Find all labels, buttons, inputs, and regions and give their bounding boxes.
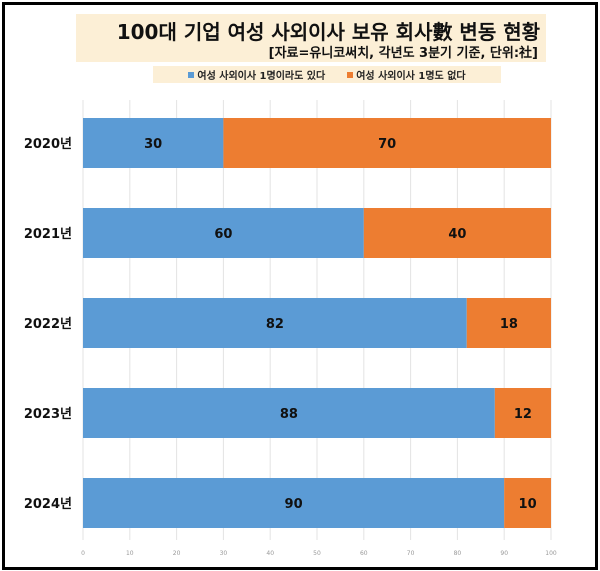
category-label: 2020년 xyxy=(24,137,72,152)
bar-segment xyxy=(363,208,551,258)
category-label: 2021년 xyxy=(24,227,72,242)
data-label: 12 xyxy=(514,407,532,422)
x-tick-label: 30 xyxy=(220,550,228,557)
category-label: 2024년 xyxy=(24,497,72,512)
chart-title: 100대 기업 여성 사외이사 보유 회사數 변동 현황 xyxy=(116,20,540,44)
legend-swatch-icon xyxy=(188,71,195,78)
data-label: 88 xyxy=(280,407,298,422)
data-label: 70 xyxy=(378,137,396,152)
bar-segment xyxy=(83,388,495,438)
data-label: 18 xyxy=(500,317,518,332)
bar-segment xyxy=(83,118,224,168)
data-label: 60 xyxy=(214,227,232,242)
bar-segment xyxy=(83,298,467,348)
bar-segment xyxy=(223,118,551,168)
x-tick-label: 20 xyxy=(173,550,181,557)
data-label: 82 xyxy=(266,317,284,332)
legend-label: 여성 사외이사 1명이라도 있다 xyxy=(197,71,326,82)
x-tick-label: 10 xyxy=(126,550,134,557)
x-tick-label: 50 xyxy=(313,550,321,557)
legend-item: 여성 사외이사 1명도 없다 xyxy=(347,67,466,82)
title-box: 100대 기업 여성 사외이사 보유 회사數 변동 현황 [자료=유니코써치, … xyxy=(76,14,546,62)
data-label: 30 xyxy=(144,137,162,152)
bar-segment xyxy=(466,298,551,348)
x-tick-label: 70 xyxy=(407,550,415,557)
bar-segment xyxy=(83,208,364,258)
x-tick-label: 80 xyxy=(454,550,462,557)
data-label: 40 xyxy=(448,227,466,242)
data-label: 10 xyxy=(519,497,537,512)
legend-label: 여성 사외이사 1명도 없다 xyxy=(356,71,466,82)
legend-swatch-icon xyxy=(347,71,354,78)
category-label: 2022년 xyxy=(24,317,72,332)
x-tick-label: 100 xyxy=(545,550,557,557)
x-tick-label: 90 xyxy=(500,550,508,557)
x-tick-label: 60 xyxy=(360,550,368,557)
x-tick-label: 40 xyxy=(266,550,274,557)
bar-segment xyxy=(504,478,551,528)
category-label: 2023년 xyxy=(24,407,72,422)
legend-item: 여성 사외이사 1명이라도 있다 xyxy=(188,67,325,82)
chart-subtitle: [자료=유니코써치, 각년도 3분기 기준, 단위:社] xyxy=(268,46,538,61)
x-tick-label: 0 xyxy=(81,550,85,557)
bar-segment xyxy=(83,478,505,528)
legend: 여성 사외이사 1명이라도 있다 여성 사외이사 1명도 없다 xyxy=(153,66,501,83)
data-label: 90 xyxy=(285,497,303,512)
bar-segment xyxy=(494,388,551,438)
